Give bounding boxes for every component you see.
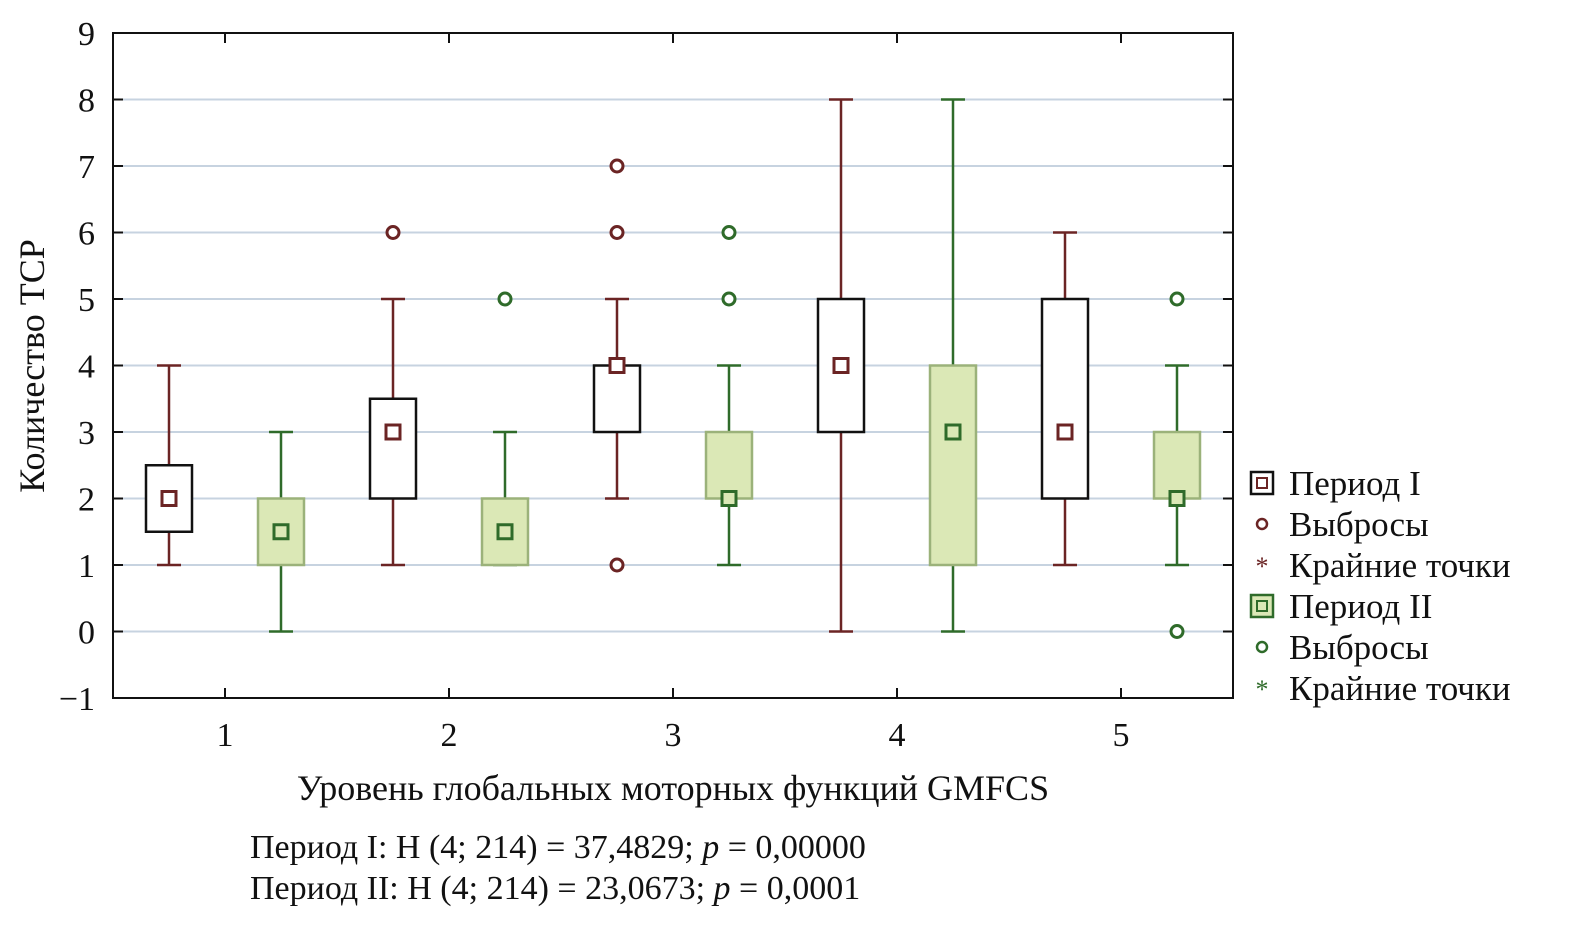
median-marker-s2-c3 bbox=[720, 490, 738, 507]
outlier-s2-c2-0 bbox=[497, 291, 513, 307]
box-series bbox=[144, 98, 1202, 639]
outlier-s2-c5-1 bbox=[1169, 291, 1185, 307]
y-tick-label-5: 4 bbox=[78, 349, 95, 386]
legend-label-3: Период II bbox=[1289, 587, 1432, 626]
median-marker-s1-c5 bbox=[1056, 423, 1074, 441]
outlier-s2-c3-1 bbox=[721, 225, 737, 240]
stat-annotation-period-1: Период I: H (4; 214) = 37,4829; p = 0,00… bbox=[250, 831, 866, 865]
outlier-s2-c5-0 bbox=[1169, 624, 1185, 639]
y-axis-ticks: 9 8 7 6 5 4 3 2 1 0 −1 bbox=[59, 16, 1233, 718]
stat-2-suffix: = 0,0001 bbox=[730, 870, 861, 907]
box-s1-c3 bbox=[592, 364, 642, 434]
x-tick-label-4: 5 bbox=[1113, 717, 1130, 754]
y-tick-label-7: 2 bbox=[78, 482, 95, 519]
y-tick-label-9: 0 bbox=[78, 615, 95, 652]
legend-label-0: Период I bbox=[1289, 464, 1421, 503]
y-tick-label-3: 6 bbox=[78, 216, 95, 253]
legend-box-swatch-0 bbox=[1249, 470, 1275, 496]
y-tick-label-10: −1 bbox=[59, 681, 95, 718]
x-tick-label-0: 1 bbox=[217, 717, 234, 754]
stat-1-suffix: = 0,00000 bbox=[719, 829, 866, 866]
outlier-s1-c3-1 bbox=[609, 225, 625, 240]
legend-label-1: Выбросы bbox=[1289, 505, 1429, 544]
legend-box-inner-0 bbox=[1256, 477, 1268, 489]
median-marker-s2-c1 bbox=[272, 523, 290, 541]
x-axis-label: Уровень глобальных моторных функций GMFC… bbox=[297, 768, 1049, 808]
box-s2-c4 bbox=[928, 364, 978, 567]
legend-circle-swatch-1 bbox=[1255, 517, 1269, 531]
median-marker-s1-c2 bbox=[384, 423, 402, 441]
median-marker-s1-c3 bbox=[608, 357, 626, 374]
box-s1-c5 bbox=[1040, 297, 1090, 500]
legend-box-swatch-3 bbox=[1249, 593, 1275, 619]
stat-1-p: p bbox=[702, 829, 720, 866]
y-tick-label-4: 5 bbox=[78, 282, 95, 319]
box-s2-c3 bbox=[704, 430, 754, 500]
stat-2-prefix: Период II: H (4; 214) = 23,0673; bbox=[250, 870, 714, 907]
y-tick-label-6: 3 bbox=[78, 415, 95, 452]
box-s1-c2 bbox=[368, 397, 418, 500]
legend-label-5: Крайние точки bbox=[1289, 669, 1511, 708]
x-tick-label-2: 3 bbox=[665, 717, 682, 754]
y-tick-label-2: 7 bbox=[78, 149, 95, 186]
x-tick-label-3: 4 bbox=[889, 717, 906, 754]
legend-star-swatch-2: * bbox=[1256, 552, 1269, 581]
legend-circle-swatch-4 bbox=[1255, 640, 1269, 654]
stat-2-p: p bbox=[713, 870, 731, 907]
median-marker-s1-c1 bbox=[160, 490, 178, 507]
outlier-s1-c3-0 bbox=[609, 557, 625, 573]
plot-area-frame bbox=[112, 32, 1234, 699]
outlier-s1-c2-0 bbox=[385, 225, 401, 240]
median-marker-s1-c4 bbox=[832, 357, 850, 374]
median-marker-s2-c4 bbox=[944, 423, 962, 441]
stat-annotation-period-2: Период II: H (4; 214) = 23,0673; p = 0,0… bbox=[250, 872, 860, 906]
legend-label-4: Выбросы bbox=[1289, 628, 1429, 667]
x-axis-ticks: 1 2 3 4 5 bbox=[217, 33, 1130, 754]
outlier-s2-c3-0 bbox=[721, 291, 737, 307]
median-marker-s2-c5 bbox=[1168, 490, 1186, 507]
x-tick-label-1: 2 bbox=[441, 717, 458, 754]
legend-box-inner-3 bbox=[1256, 600, 1268, 612]
legend-label-2: Крайние точки bbox=[1289, 546, 1511, 585]
y-tick-label-1: 8 bbox=[78, 83, 95, 120]
y-axis-label: Количество ТСР bbox=[12, 239, 52, 492]
outlier-s1-c3-2 bbox=[609, 158, 625, 174]
legend-star-swatch-5: * bbox=[1256, 675, 1269, 704]
box-s2-c5 bbox=[1152, 430, 1202, 500]
median-marker-s2-c2 bbox=[496, 523, 514, 541]
stat-1-prefix: Период I: H (4; 214) = 37,4829; bbox=[250, 829, 703, 866]
y-tick-label-0: 9 bbox=[78, 16, 95, 53]
y-tick-label-8: 1 bbox=[78, 548, 95, 585]
